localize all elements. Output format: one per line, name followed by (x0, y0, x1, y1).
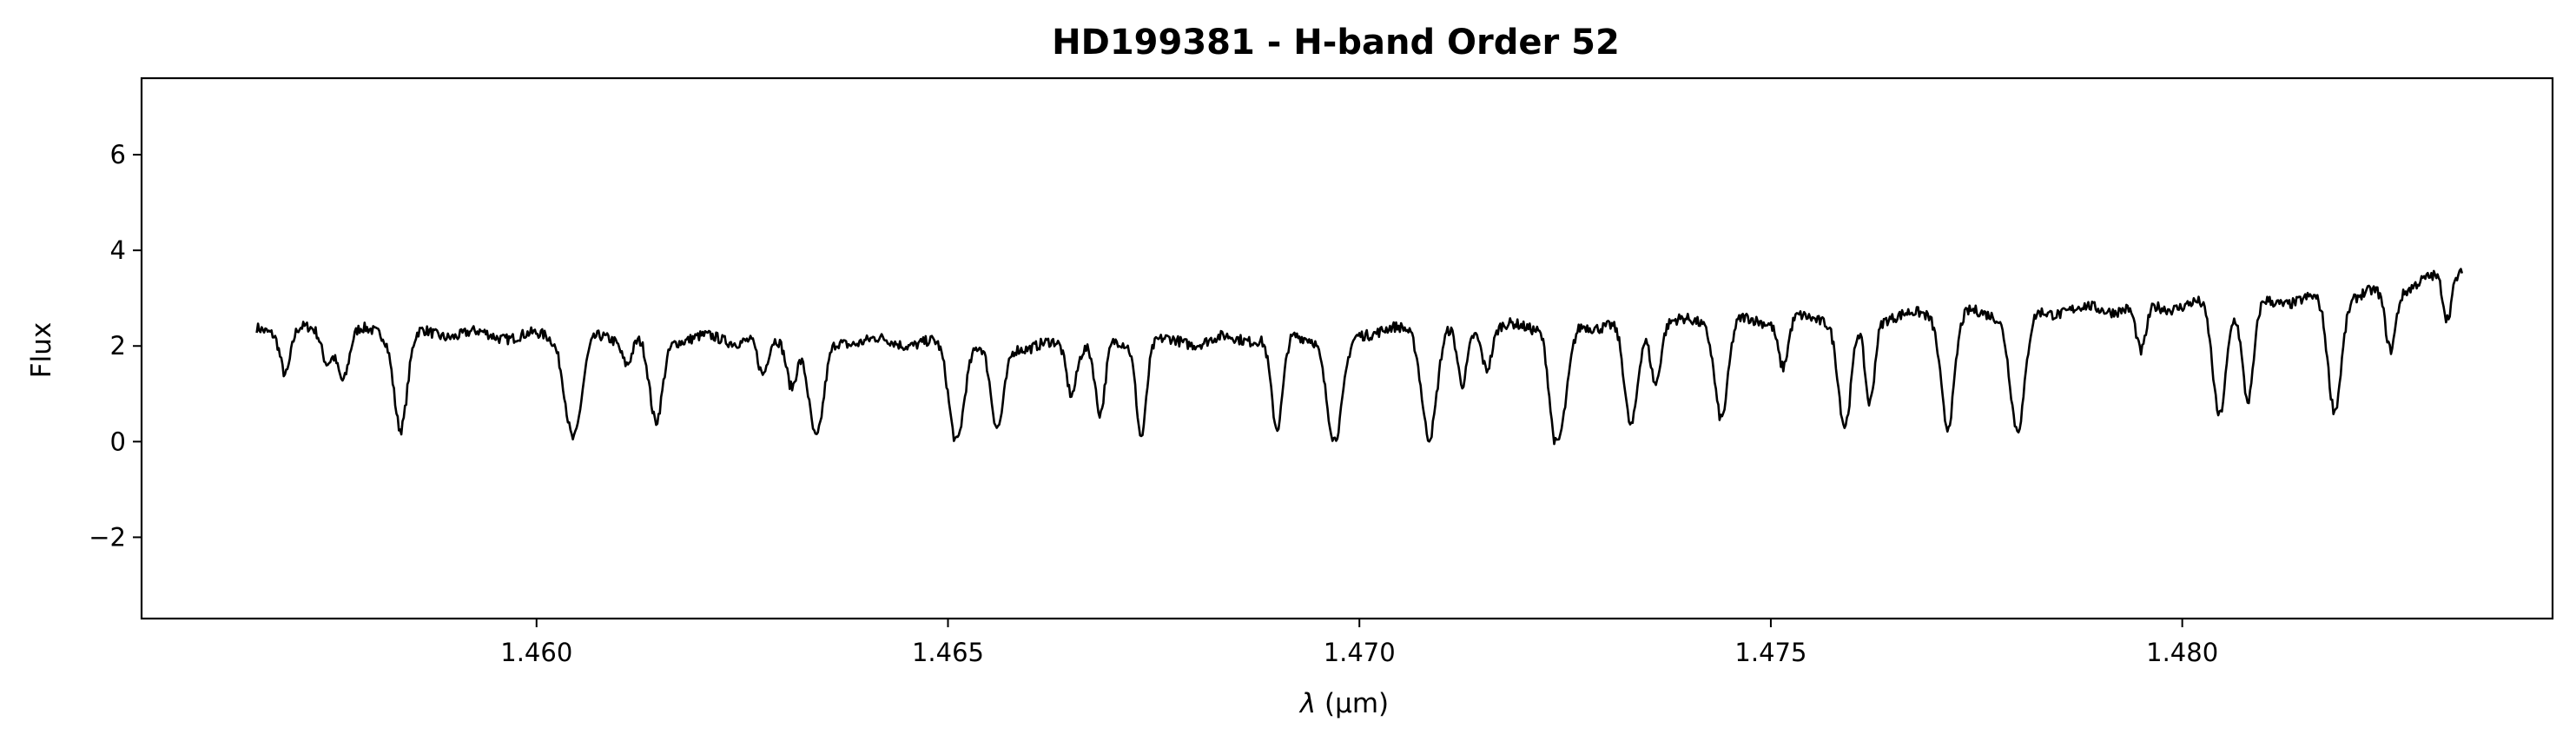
y-axis-label: Flux (26, 322, 57, 378)
x-tick-label: 1.480 (2146, 638, 2218, 667)
spectrum-line (255, 268, 2464, 446)
y-tick-label: −2 (89, 522, 126, 552)
series-layer (255, 268, 2464, 446)
y-tick-label: 0 (110, 427, 126, 456)
chart-title: HD199381 - H-band Order 52 (1052, 23, 1620, 63)
x-axis-label-symbol: λ (1298, 688, 1316, 719)
x-tick-label: 1.460 (500, 638, 572, 667)
y-axis-label-text: Flux (26, 322, 57, 378)
x-tick-label: 1.470 (1324, 638, 1396, 667)
x-tick-label: 1.475 (1734, 638, 1807, 667)
y-tick-label: 6 (110, 140, 126, 169)
plot-frame (140, 76, 2554, 620)
x-axis-label-unit: (μm) (1324, 688, 1389, 719)
svg-text:λ (μm): λ (μm) (1298, 688, 1389, 719)
y-tick-label: 2 (110, 331, 126, 361)
x-tick-label: 1.465 (912, 638, 984, 667)
x-axis-label: λ (μm) (1298, 688, 1389, 719)
axis-ticks: 1.460 1.465 1.470 1.475 1.480 −2 0 2 4 6 (89, 140, 2218, 667)
y-tick-label: 4 (110, 235, 126, 265)
